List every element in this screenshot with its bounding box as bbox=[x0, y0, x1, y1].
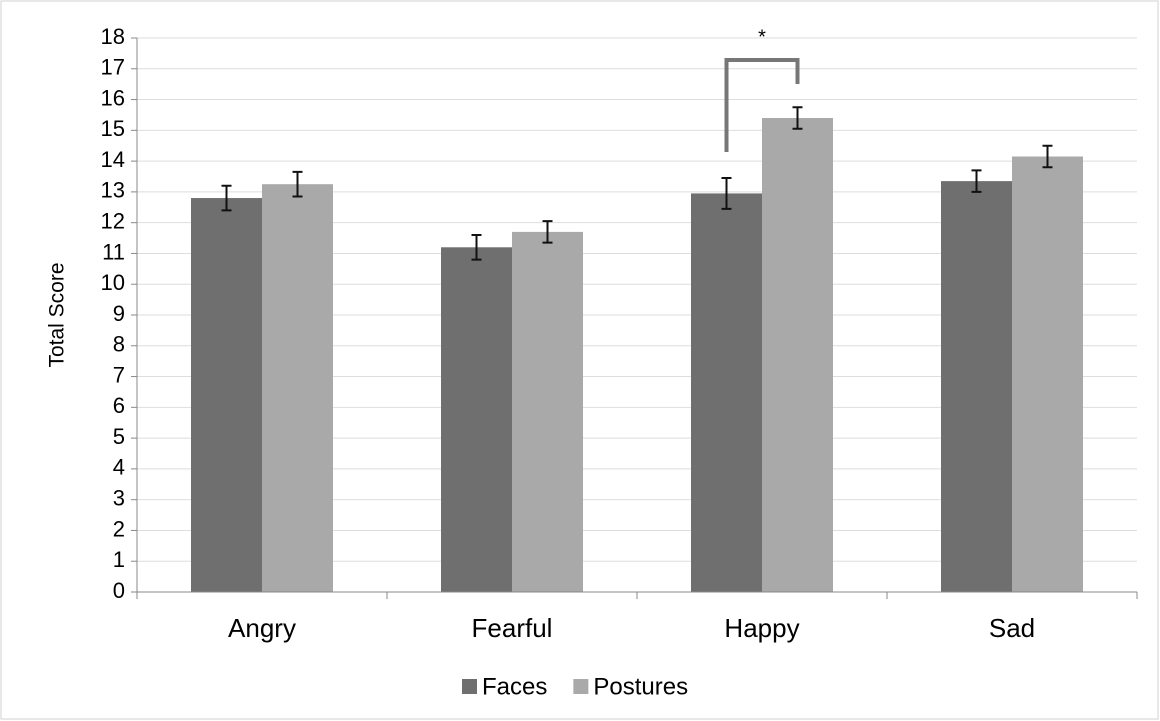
error-bar bbox=[792, 106, 803, 130]
y-tick-label: 13 bbox=[101, 178, 125, 203]
y-tick-label: 17 bbox=[101, 55, 125, 80]
x-tick-label: Fearful bbox=[472, 613, 553, 643]
y-tick-label: 6 bbox=[113, 393, 125, 418]
y-tick-label: 1 bbox=[113, 547, 125, 572]
y-tick-label: 12 bbox=[101, 208, 125, 233]
bar bbox=[191, 198, 262, 593]
bar bbox=[262, 184, 333, 592]
legend-label: Faces bbox=[482, 673, 547, 700]
bar bbox=[441, 247, 512, 593]
y-tick-label: 7 bbox=[113, 362, 125, 387]
x-tick-label: Happy bbox=[724, 613, 799, 643]
legend-swatch bbox=[573, 679, 589, 694]
error-bar bbox=[971, 169, 982, 193]
error-bar bbox=[1042, 144, 1053, 169]
y-tick-label: 15 bbox=[101, 116, 125, 141]
x-tick-label: Sad bbox=[989, 613, 1035, 643]
y-tick-label: 4 bbox=[113, 455, 125, 480]
y-tick-label: 8 bbox=[113, 332, 125, 357]
y-tick-label: 9 bbox=[113, 301, 125, 326]
y-tick-label: 11 bbox=[102, 239, 125, 264]
y-tick-label: 3 bbox=[113, 485, 125, 510]
y-tick-label: 0 bbox=[113, 578, 125, 603]
y-tick-label: 10 bbox=[101, 270, 125, 295]
bar bbox=[762, 118, 833, 593]
legend-swatch bbox=[462, 679, 477, 694]
error-bar bbox=[471, 233, 482, 261]
bar bbox=[941, 181, 1012, 592]
legend-label: Postures bbox=[593, 673, 688, 700]
error-bar bbox=[721, 177, 732, 210]
y-tick-label: 16 bbox=[101, 85, 125, 110]
x-tick-label: Angry bbox=[228, 613, 296, 643]
y-axis-label: Total Score bbox=[46, 262, 69, 367]
bar bbox=[1012, 156, 1083, 592]
error-bar bbox=[292, 170, 303, 198]
y-tick-label: 18 bbox=[101, 24, 125, 49]
annotation: * bbox=[758, 26, 766, 48]
error-bar bbox=[542, 220, 553, 244]
bar bbox=[691, 193, 762, 592]
y-tick-label: 14 bbox=[101, 147, 125, 172]
bar bbox=[512, 231, 583, 592]
error-bar bbox=[221, 184, 232, 212]
y-tick-label: 2 bbox=[113, 516, 125, 541]
y-tick-label: 5 bbox=[113, 424, 125, 449]
significance-bracket bbox=[724, 58, 800, 152]
